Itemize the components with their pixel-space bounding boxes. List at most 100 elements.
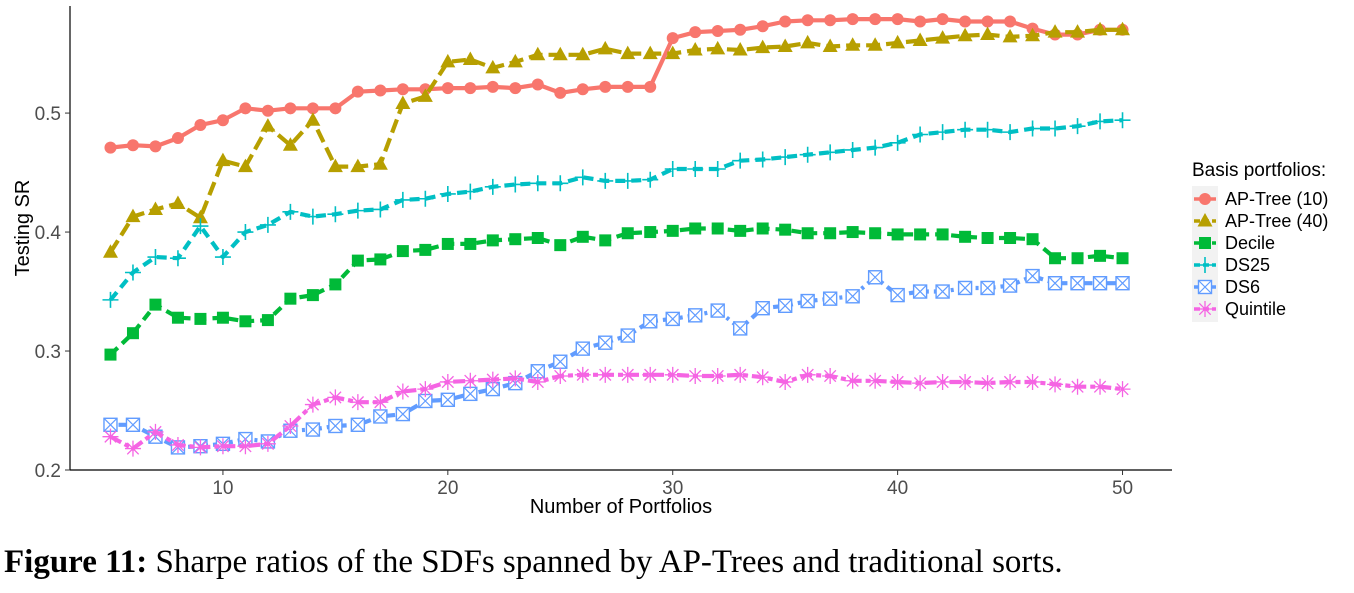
data-point [845, 37, 861, 51]
data-point [643, 314, 658, 329]
data-point [754, 369, 771, 386]
data-point [104, 141, 117, 154]
data-point [417, 88, 433, 102]
data-point [463, 386, 478, 402]
data-point [734, 23, 747, 36]
data-point [351, 254, 364, 267]
data-point [259, 216, 276, 233]
data-point [934, 124, 951, 141]
data-point [125, 208, 141, 223]
data-point [620, 45, 636, 60]
data-point [374, 253, 387, 266]
data-point [687, 368, 704, 385]
data-point [350, 417, 366, 432]
x-tick-label: 40 [887, 478, 908, 499]
data-point [732, 42, 748, 56]
data-point [192, 218, 209, 235]
plot-area [102, 13, 1131, 457]
data-point [169, 250, 186, 267]
data-point [891, 13, 904, 26]
legend-key [1194, 193, 1216, 205]
data-point [126, 139, 139, 152]
data-point [216, 311, 229, 324]
legend-key [1194, 279, 1216, 295]
data-point [867, 372, 884, 389]
data-point [642, 171, 659, 188]
data-point [621, 227, 634, 240]
data-point [282, 417, 299, 434]
y-tick-label: 0.2 [35, 461, 61, 482]
series-ap-tree-40 [102, 21, 1131, 258]
data-point [1092, 276, 1108, 291]
legend-label: AP-Tree (10) [1225, 189, 1328, 209]
data-point [509, 233, 522, 246]
data-point [147, 201, 163, 215]
data-point [912, 32, 928, 47]
data-point [756, 20, 769, 33]
data-point [574, 366, 591, 383]
data-point [732, 366, 749, 383]
data-point [912, 375, 929, 392]
data-point [936, 13, 949, 26]
data-point [934, 373, 951, 390]
legend-label: DS6 [1225, 277, 1260, 297]
data-point [1026, 233, 1039, 246]
data-point [1024, 373, 1041, 390]
data-point [889, 134, 906, 151]
data-point [215, 152, 231, 167]
y-tick-label: 0.3 [35, 342, 61, 363]
data-point [711, 222, 724, 235]
series-line [109, 226, 1123, 357]
data-point [777, 149, 794, 166]
data-point [979, 375, 996, 392]
data-point [441, 237, 454, 250]
y-axis-title: Testing SR [12, 180, 34, 277]
data-point [529, 373, 546, 390]
figure-caption-label: Figure 11: [4, 544, 148, 580]
legend-key [1194, 237, 1216, 249]
data-point [914, 15, 927, 28]
figure-caption: Figure 11: Sharpe ratios of the SDFs spa… [4, 544, 1350, 581]
data-point [574, 169, 591, 186]
series-line [109, 372, 1123, 451]
data-point [689, 26, 702, 39]
data-point [732, 321, 748, 336]
y-tick-label: 0.5 [35, 104, 61, 125]
data-point [259, 435, 276, 452]
data-point [777, 38, 793, 52]
data-point [484, 178, 501, 195]
data-point [732, 152, 749, 169]
data-point [507, 370, 524, 387]
data-point [239, 315, 252, 328]
data-point [957, 280, 973, 296]
data-point [439, 185, 456, 202]
data-point [417, 190, 434, 207]
data-point [261, 104, 274, 117]
legend-label: Quintile [1225, 299, 1286, 319]
data-point [531, 78, 544, 91]
data-point [124, 264, 141, 281]
data-point [237, 158, 253, 173]
data-point [620, 328, 635, 343]
data-point [936, 228, 949, 241]
data-point [687, 42, 703, 56]
data-point [1004, 15, 1017, 28]
data-point [979, 121, 996, 138]
data-point [801, 14, 814, 27]
data-point [1004, 232, 1017, 244]
data-point [462, 51, 478, 66]
data-point [149, 298, 162, 311]
data-point [711, 24, 724, 37]
data-point [552, 175, 569, 192]
data-point [485, 59, 501, 74]
data-point [914, 228, 927, 241]
data-point [1024, 120, 1041, 137]
data-point [959, 230, 972, 243]
data-point [349, 202, 366, 219]
data-point [575, 341, 590, 356]
data-point [394, 383, 411, 400]
data-point [846, 13, 859, 26]
data-point [1047, 276, 1063, 291]
data-point [619, 172, 636, 189]
data-point [261, 314, 274, 327]
